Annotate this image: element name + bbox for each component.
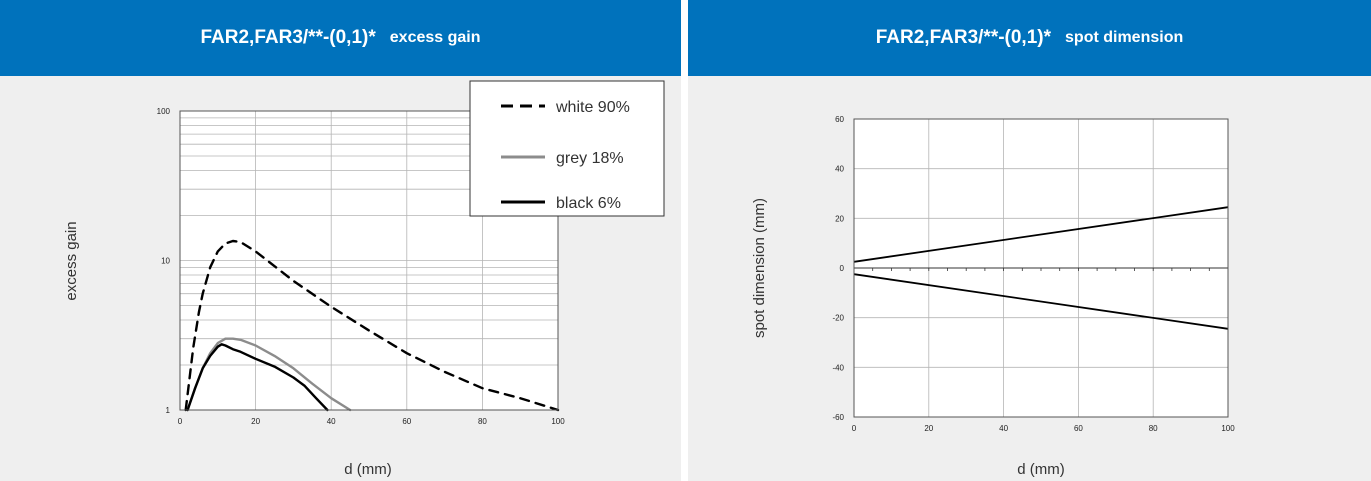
y-tick-label: -60 [832,413,844,422]
excess-gain-plot-frame [179,110,559,411]
legend-label-black: black 6% [556,195,621,212]
series-line-black [186,343,329,412]
excess-gain-header: FAR2,FAR3/**-(0,1)* excess gain [0,0,681,76]
x-tick-label: 100 [1221,424,1235,433]
upper-spot-line [853,206,1229,263]
x-tick-label: 40 [999,424,1008,433]
y-tick-label: 40 [835,165,844,174]
spot-dimension-chart: 0 20 40 60 80 100 60 40 20 0 -20 -40 -60 d (mm) spot… [751,115,1235,478]
y-tick-label: 1 [166,406,171,415]
excess-gain-panel: FAR2,FAR3/**-(0,1)* excess gain 0 20 40 60 8… [0,0,681,481]
legend-label-grey: grey 18% [556,150,624,167]
y-tick-label: -20 [832,314,844,323]
y-tick-label: 20 [835,214,844,223]
spot-dimension-header: FAR2,FAR3/**-(0,1)* spot dimension [688,0,1371,76]
x-tick-label: 80 [478,417,487,426]
y-tick-label: 10 [161,257,170,266]
y-tick-label: 60 [835,115,844,124]
spot-dimension-y-label: spot dimension (mm) [751,198,768,338]
excess-gain-x-label: d (mm) [344,461,392,478]
excess-gain-title: FAR2,FAR3/**-(0,1)* [200,27,376,48]
y-tick-label: 0 [840,264,845,273]
excess-gain-y-label: excess gain [63,221,80,300]
excess-gain-chart: 0 20 40 60 80 100 1 10 100 white 90% grey 18% bl… [63,80,665,478]
x-tick-label: 40 [327,417,336,426]
legend-label-white: white 90% [555,99,630,116]
lower-spot-line [853,273,1229,330]
x-tick-label: 80 [1149,424,1158,433]
x-tick-label: 60 [1074,424,1083,433]
legend: white 90% grey 18% black 6% [469,80,665,217]
x-tick-label: 20 [251,417,260,426]
spot-dimension-plot-frame [853,118,1229,418]
legend-box [469,80,665,217]
x-tick-label: 100 [551,417,565,426]
x-tick-label: 60 [402,417,411,426]
spot-dimension-x-label: d (mm) [1017,461,1065,478]
x-tick-label: 0 [852,424,857,433]
x-tick-label: 0 [178,417,183,426]
spot-dimension-subtitle: spot dimension [1065,29,1184,46]
excess-gain-subtitle: excess gain [389,29,481,46]
spot-dimension-title: FAR2,FAR3/**-(0,1)* [875,27,1052,48]
spot-dimension-panel: FAR2,FAR3/**-(0,1)* spot dimension 0 20 40… [688,0,1371,481]
y-tick-label: 100 [157,107,171,116]
y-tick-label: -40 [832,363,844,372]
x-tick-label: 20 [924,424,933,433]
series-line-white [184,239,560,412]
